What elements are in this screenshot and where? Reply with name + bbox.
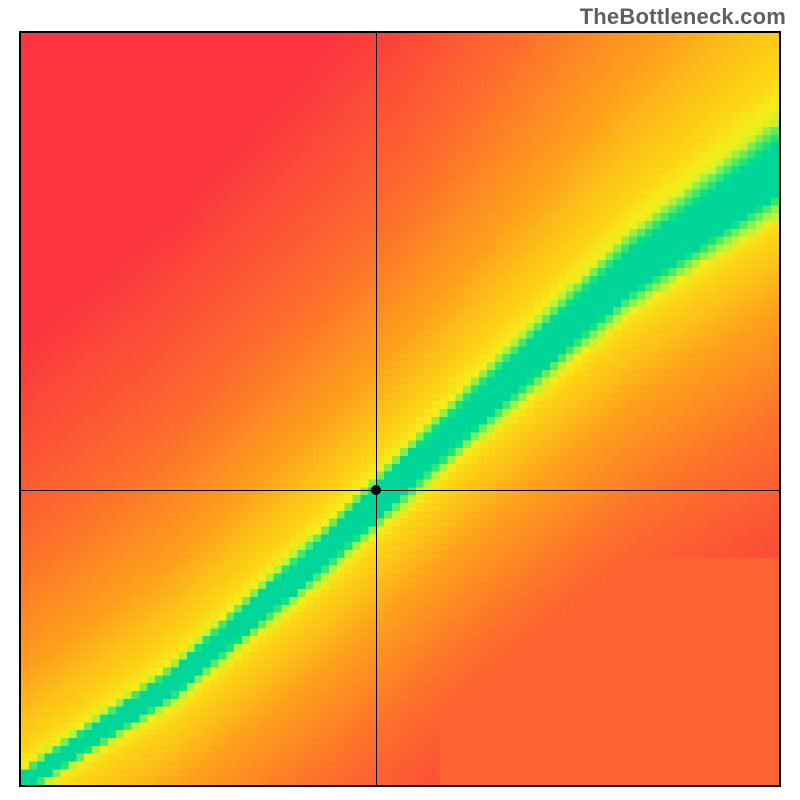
heatmap-canvas <box>21 33 779 785</box>
crosshair-vertical <box>376 33 377 785</box>
watermark-text: TheBottleneck.com <box>580 4 786 30</box>
crosshair-horizontal <box>21 490 779 491</box>
heatmap-plot <box>19 31 781 787</box>
marker-point <box>371 485 381 495</box>
